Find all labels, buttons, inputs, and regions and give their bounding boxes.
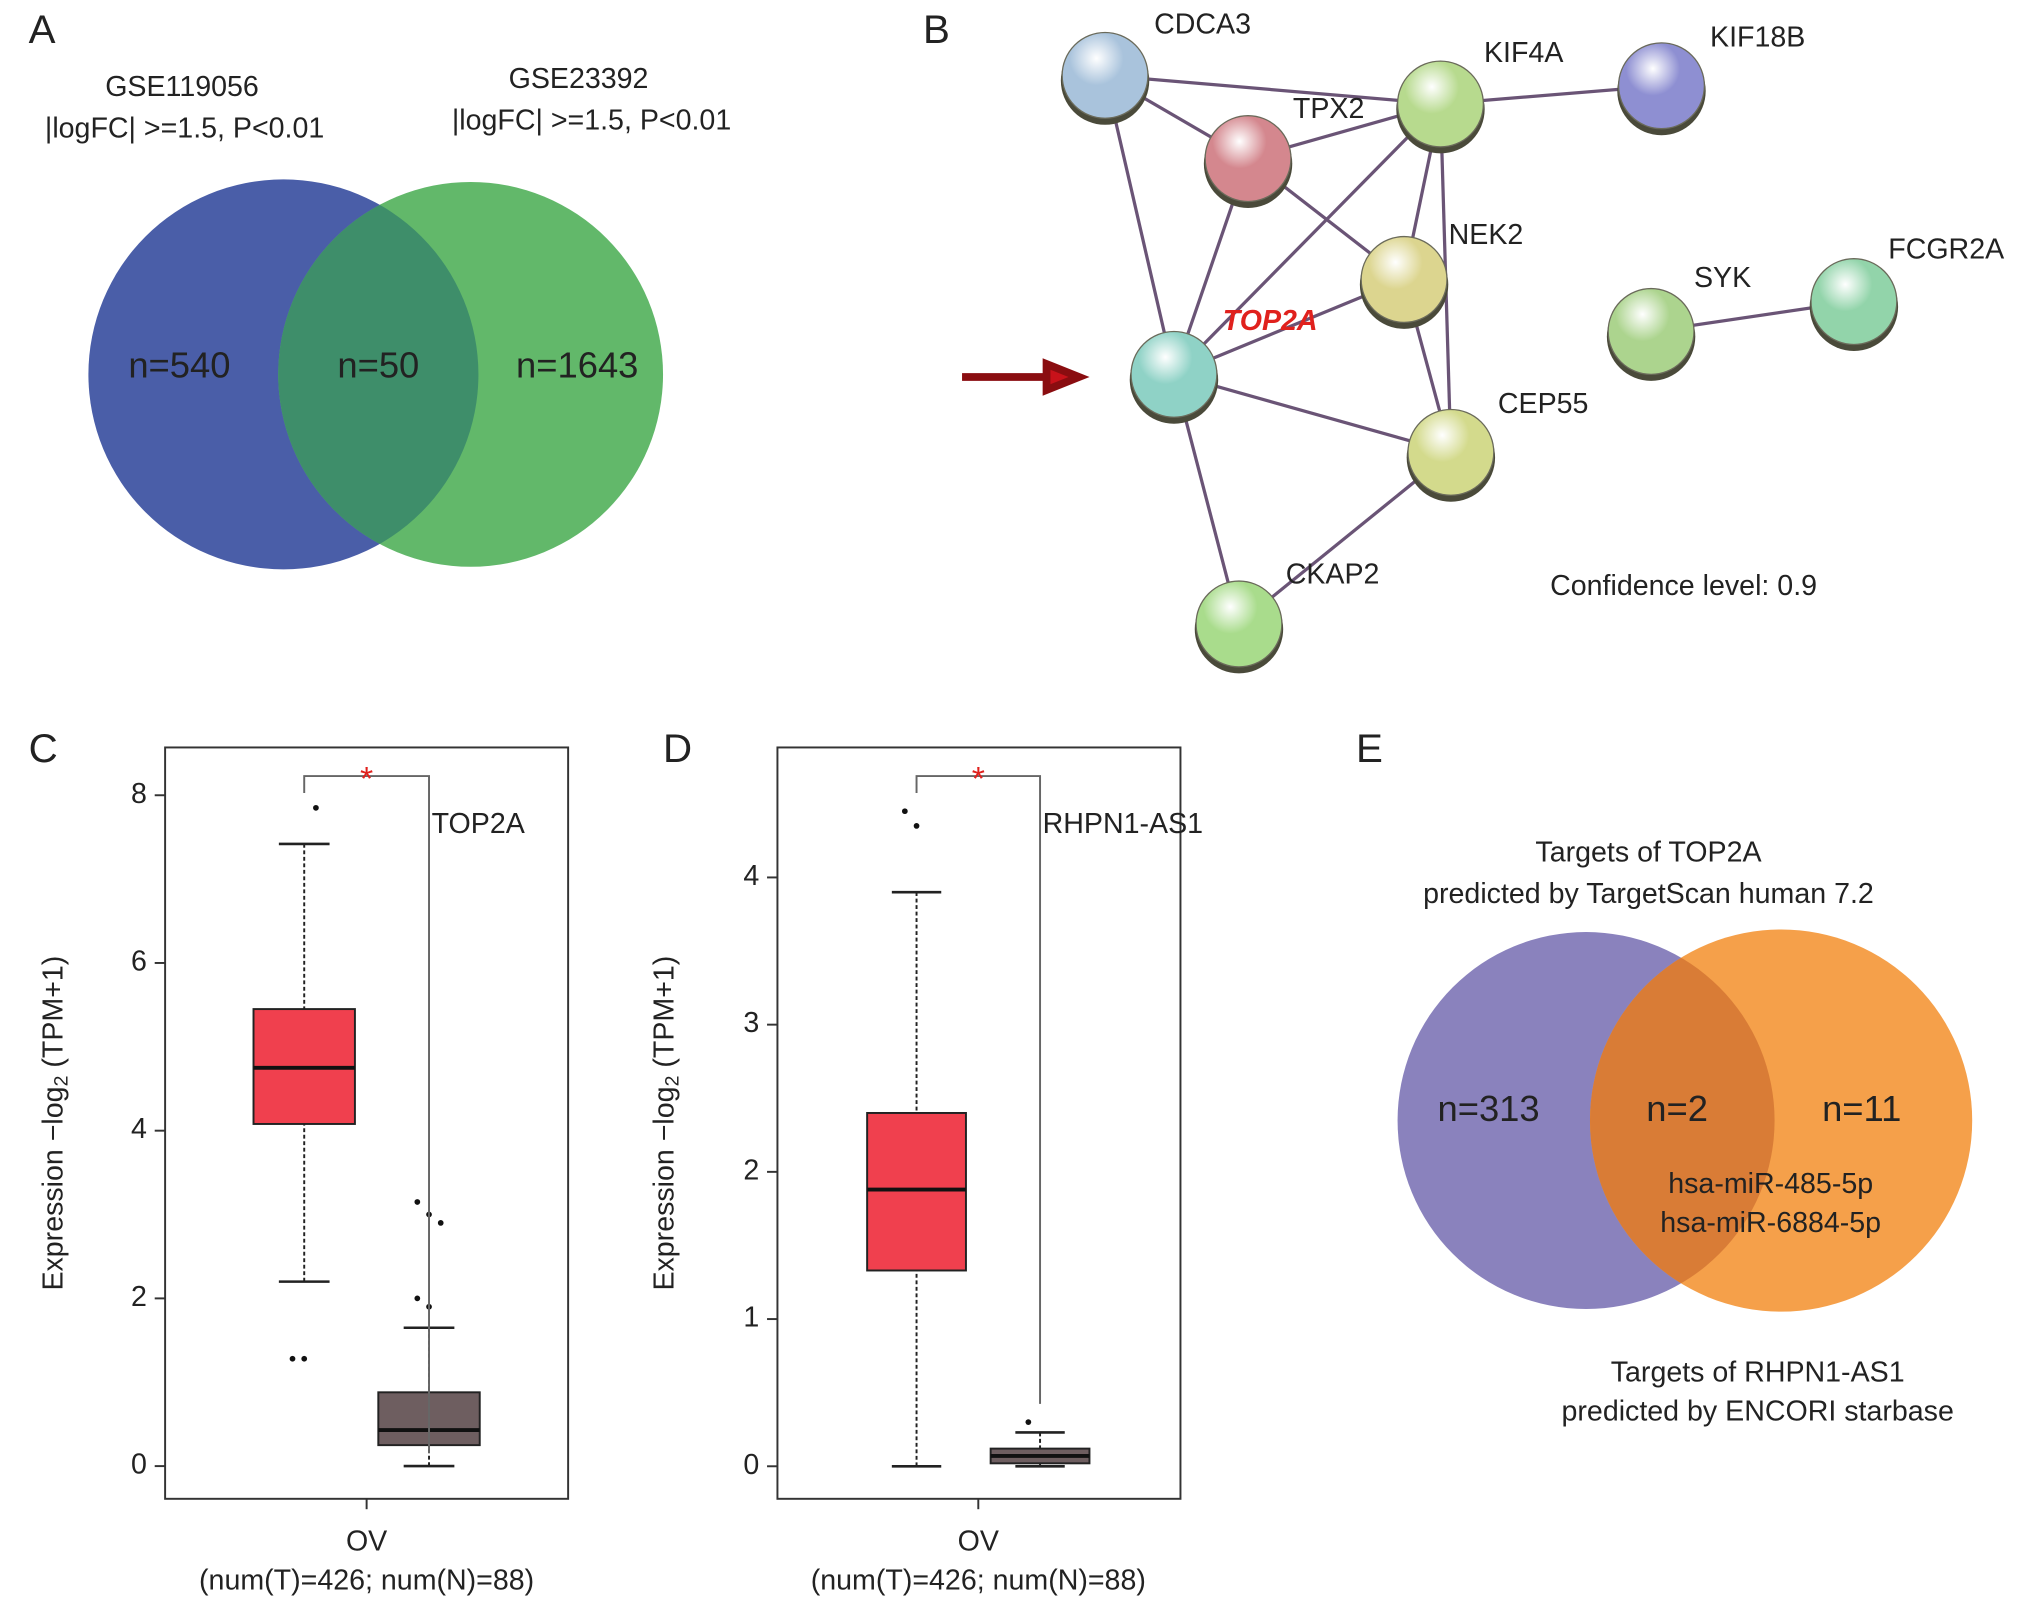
node-label: FCGR2A (1888, 233, 2004, 265)
annotation: TOP2A (432, 808, 525, 840)
node-label: TPX2 (1293, 93, 1364, 125)
venn-count: n=2 (1646, 1088, 1708, 1129)
y-tick-label: 8 (131, 778, 147, 810)
node-label: CEP55 (1498, 388, 1589, 420)
node (1061, 31, 1149, 119)
y-tick-label: 3 (743, 1007, 759, 1039)
y-tick-label: 0 (131, 1449, 147, 1481)
outlier (414, 1295, 421, 1302)
arrow (962, 358, 1090, 396)
y-tick-label: 2 (743, 1154, 759, 1186)
venn-count: n=1643 (516, 344, 638, 385)
node (1195, 580, 1283, 668)
venn-overlap (278, 181, 479, 567)
plot-frame (776, 746, 1182, 1500)
y-tick-label: 6 (131, 946, 147, 978)
node-label: TOP2A (1223, 305, 1318, 337)
node (1607, 287, 1695, 376)
sample-note: (num(T)=426; num(N)=88) (811, 1565, 1146, 1597)
y-axis-label: Expression −log2 (TPM+1) (648, 956, 683, 1291)
sample-note: (num(T)=426; num(N)=88) (199, 1565, 534, 1597)
overlap-item: hsa-miR-6884-5p (1660, 1207, 1881, 1239)
y-axis-label-part: 2 (662, 1076, 684, 1087)
panel-label: B (923, 7, 950, 52)
y-axis-label: Expression −log2 (TPM+1) (37, 956, 72, 1291)
annotation: RHPN1-AS1 (1043, 808, 1203, 840)
node (1810, 258, 1898, 346)
y-tick-label: 4 (131, 1113, 147, 1145)
node-label: KIF18B (1710, 22, 1805, 54)
set-title: predicted by TargetScan human 7.2 (1423, 878, 1874, 910)
outlier (301, 1355, 308, 1362)
node-label: KIF4A (1484, 37, 1563, 69)
edge (1103, 75, 1176, 375)
set-title: Targets of RHPN1-AS1 (1611, 1357, 1905, 1389)
edge (1173, 372, 1452, 454)
y-tick-label: 1 (743, 1302, 759, 1334)
y-axis-label-part: (TPM+1) (648, 956, 680, 1076)
venn-overlap (1589, 932, 1775, 1310)
node-label: NEK2 (1449, 219, 1524, 251)
significance-bracket (915, 775, 1042, 1404)
outlier (901, 808, 908, 815)
plot-frame (164, 746, 570, 1500)
significance: * (360, 760, 373, 798)
y-tick-label: 2 (131, 1281, 147, 1313)
overlap-item: hsa-miR-485-5p (1668, 1168, 1873, 1200)
outlier (913, 823, 920, 829)
node (1617, 42, 1706, 130)
edge (1172, 102, 1442, 376)
panel-label: D (663, 726, 692, 771)
edge (1104, 73, 1441, 106)
note: Confidence level: 0.9 (1550, 570, 1817, 602)
x-tick-label: OV (346, 1526, 387, 1558)
significance-bracket (303, 775, 430, 1454)
outlier (437, 1220, 444, 1226)
set-criteria: |logFC| >=1.5, P<0.01 (452, 105, 731, 137)
y-axis-label-part: 2 (51, 1076, 73, 1087)
outlier (414, 1199, 421, 1205)
set-title: Targets of TOP2A (1535, 837, 1761, 869)
venn-count: n=11 (1822, 1088, 1901, 1129)
set-title: predicted by ENCORI starbase (1562, 1396, 1954, 1428)
set-name: GSE23392 (509, 63, 649, 95)
node (1396, 60, 1485, 148)
node-label: SYK (1694, 262, 1751, 294)
node (1360, 235, 1448, 324)
panel-label: C (29, 726, 58, 771)
y-tick-label: 0 (743, 1449, 759, 1481)
outlier (1025, 1419, 1032, 1425)
node-label: CDCA3 (1154, 9, 1251, 41)
significance: * (972, 760, 985, 798)
y-axis-label-part: Expression −log (648, 1086, 680, 1290)
panel-label: E (1356, 726, 1383, 771)
node (1407, 408, 1495, 496)
box (866, 1111, 967, 1272)
y-axis-label-part: Expression −log (37, 1086, 69, 1290)
x-tick-label: OV (958, 1526, 999, 1558)
y-tick-label: 4 (743, 860, 759, 892)
set-name: GSE119056 (105, 71, 259, 103)
outlier (313, 804, 319, 811)
venn-count: n=313 (1437, 1088, 1539, 1129)
outlier (289, 1355, 296, 1362)
set-criteria: |logFC| >=1.5, P<0.01 (45, 113, 324, 145)
node (1204, 115, 1292, 203)
node-label: CKAP2 (1286, 558, 1380, 590)
venn-count: n=540 (128, 344, 230, 385)
node (1130, 330, 1218, 418)
panel-label: A (29, 7, 56, 52)
y-axis-label-part: (TPM+1) (37, 956, 69, 1076)
venn-count: n=50 (337, 344, 419, 385)
